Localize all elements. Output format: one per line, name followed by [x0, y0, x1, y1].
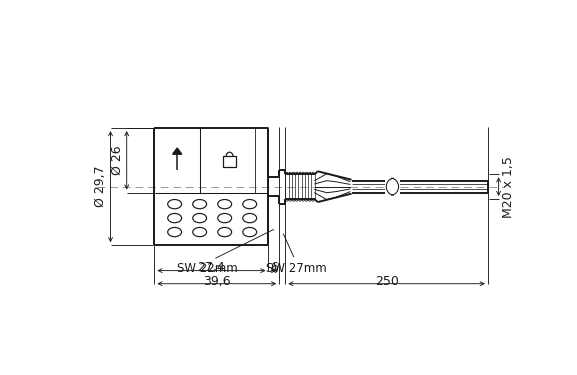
Text: 250: 250 — [374, 274, 399, 288]
Bar — [223, 156, 237, 167]
Text: 39,6: 39,6 — [203, 274, 231, 288]
Text: M20 x 1,5: M20 x 1,5 — [503, 156, 515, 218]
Text: Ø 26: Ø 26 — [111, 146, 123, 175]
Polygon shape — [173, 148, 182, 154]
Text: 27,4: 27,4 — [197, 261, 225, 274]
Text: SW 27mm: SW 27mm — [266, 234, 327, 275]
Bar — [385, 180, 400, 194]
Text: 6: 6 — [270, 261, 278, 274]
Text: Ø 29,7: Ø 29,7 — [95, 166, 107, 207]
Text: SW 22mm: SW 22mm — [177, 230, 273, 275]
